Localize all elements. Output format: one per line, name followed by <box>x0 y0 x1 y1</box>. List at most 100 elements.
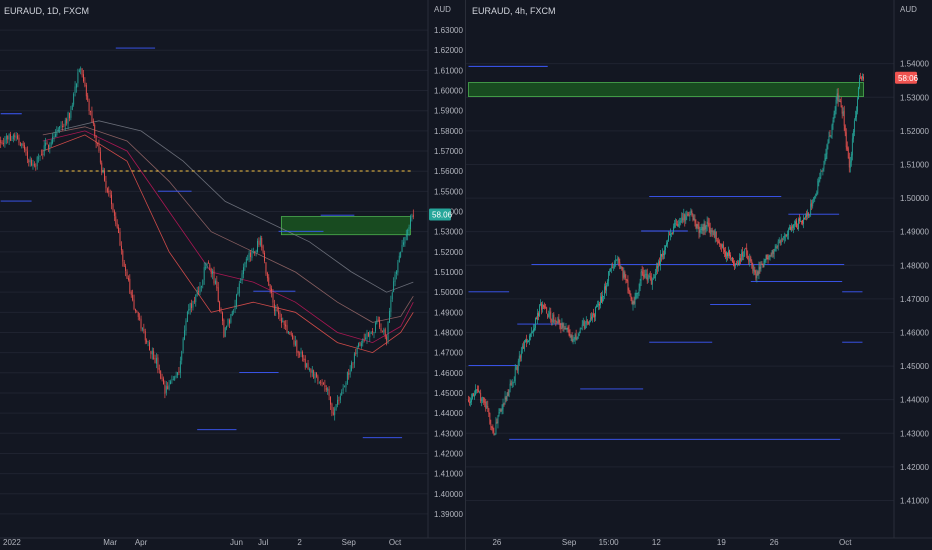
candle-body-160 <box>224 327 226 337</box>
price-tick-label-7: 1.47000 <box>900 295 929 304</box>
candle-body-197 <box>276 309 278 312</box>
candle-body-202 <box>673 226 675 233</box>
candle-body-180 <box>252 251 254 253</box>
candle-body-293 <box>765 255 767 261</box>
candle-body-19 <box>26 151 28 160</box>
candle-body-141 <box>611 267 613 269</box>
candle-body-349 <box>822 169 824 171</box>
candle-body-361 <box>834 110 836 115</box>
candle-body-246 <box>345 382 347 388</box>
price-tick-label-6: 1.57000 <box>434 147 463 156</box>
price-tick-label-2: 1.61000 <box>434 66 463 75</box>
candle-body-109 <box>578 334 580 336</box>
candle-body-186 <box>261 237 263 248</box>
candle-body-83 <box>552 314 554 323</box>
candle-body-82 <box>115 216 117 224</box>
candle-body-255 <box>727 253 728 257</box>
grid-lines <box>466 63 894 501</box>
candle-body-26 <box>36 157 38 167</box>
candle-body-325 <box>798 218 799 229</box>
candle-body-72 <box>101 162 103 173</box>
daily-candlestick-chart[interactable]: AUD 1.63000 1.62000 1.61000 1.60000 1.59000 1.… <box>0 0 465 550</box>
candle-body-117 <box>164 385 166 394</box>
candle-body-34 <box>502 403 504 410</box>
candle-body-133 <box>186 311 188 322</box>
candle-body-165 <box>635 292 637 299</box>
candle-body-136 <box>606 284 607 291</box>
time-tick-label-0: 26 <box>492 538 501 547</box>
chart-panel-daily[interactable]: EURAUD, 1D, FXCM AUD 1.63000 1.62000 1.6100… <box>0 0 465 550</box>
candle-body-234 <box>328 388 330 396</box>
candle-body-318 <box>791 226 792 231</box>
candle-body-212 <box>683 213 685 220</box>
candle-body-218 <box>689 214 691 217</box>
candle-body-199 <box>670 233 671 236</box>
candle-body-25 <box>493 432 495 435</box>
candle-body-307 <box>779 241 781 244</box>
candle-body-125 <box>595 307 596 317</box>
candle-body-12 <box>480 393 482 402</box>
candle-body-321 <box>794 224 795 226</box>
candle-body-90 <box>559 323 561 328</box>
candle-body-108 <box>151 350 153 355</box>
candle-body-233 <box>327 388 329 391</box>
candle-body-211 <box>296 340 298 353</box>
candle-body-334 <box>807 212 809 217</box>
chart-panel-4h[interactable]: EURAUD, 4h, FXCM AUD 1.54000 1.53000 1.5200… <box>466 0 932 550</box>
candle-body-156 <box>219 301 221 310</box>
candle-body-256 <box>728 251 729 257</box>
price-tick-label-18: 1.45000 <box>434 389 463 398</box>
candle-body-317 <box>789 227 791 230</box>
current-price-label: 58:06 <box>898 74 919 83</box>
candle-body-267 <box>739 258 741 266</box>
candle-body-35 <box>49 144 51 149</box>
time-tick-label-6: Oct <box>839 538 852 547</box>
candle-body-252 <box>353 353 355 364</box>
price-tick-label-0: 1.54000 <box>900 60 929 69</box>
time-tick-label-2: 15:00 <box>599 538 620 547</box>
4h-candlestick-chart[interactable]: AUD 1.54000 1.53000 1.52000 1.51000 1.50000 1.… <box>466 0 932 550</box>
candle-body-257 <box>729 250 730 256</box>
price-tick-label-12: 1.42000 <box>900 463 929 472</box>
candle-body-208 <box>679 221 681 224</box>
candle-body-179 <box>649 275 651 277</box>
symbol-label-4h[interactable]: EURAUD, 4h, FXCM <box>472 6 556 16</box>
candle-body-162 <box>227 318 229 326</box>
candle-body-36 <box>50 142 52 145</box>
candle-body-219 <box>690 210 692 214</box>
candle-body-35 <box>503 403 505 405</box>
price-tick-label-10: 1.44000 <box>900 396 929 405</box>
candle-body-155 <box>625 278 627 281</box>
candle-body-255 <box>358 343 360 348</box>
candle-body-310 <box>782 238 784 240</box>
candle-body-181 <box>254 251 256 253</box>
candle-body-112 <box>157 357 159 370</box>
candle-body-282 <box>754 269 756 274</box>
candle-body-287 <box>403 242 404 245</box>
candle-body-31 <box>499 409 501 412</box>
candle-body-160 <box>630 295 632 299</box>
candle-body-258 <box>730 255 731 258</box>
candle-body-149 <box>209 264 211 270</box>
candle-body-182 <box>255 251 257 253</box>
candle-body-210 <box>681 217 683 222</box>
candles <box>468 72 864 436</box>
candle-body-30 <box>498 412 500 416</box>
candle-body-22 <box>31 159 33 166</box>
panel-divider[interactable] <box>465 0 466 550</box>
candle-body-200 <box>671 232 672 234</box>
candle-body-280 <box>393 281 395 292</box>
symbol-label-daily[interactable]: EURAUD, 1D, FXCM <box>4 6 90 16</box>
candle-body-53 <box>74 86 76 94</box>
candle-body-237 <box>332 412 334 415</box>
candle-body-37 <box>52 136 54 144</box>
candles <box>0 66 414 421</box>
candle-body-313 <box>785 234 787 237</box>
candle-body-5 <box>7 135 9 140</box>
candle-body-203 <box>285 324 287 327</box>
price-tick-label-9: 1.45000 <box>900 362 929 371</box>
candle-body-231 <box>324 385 326 388</box>
candle-body-190 <box>661 254 662 257</box>
candle-body-67 <box>94 124 96 136</box>
candle-body-188 <box>659 261 660 265</box>
